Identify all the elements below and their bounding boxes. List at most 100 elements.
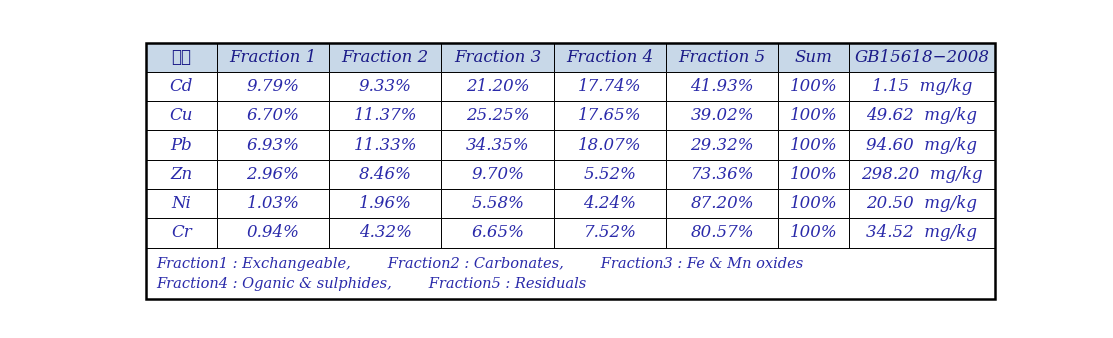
Bar (778, 160, 849, 189)
Text: 100%: 100% (790, 195, 838, 212)
Bar (329, 160, 442, 189)
Text: 11.37%: 11.37% (354, 107, 417, 124)
Bar (666, 130, 778, 160)
Bar (442, 72, 554, 101)
Bar (554, 43, 666, 72)
Text: Fraction1 : Exchangeable,        Fraction2 : Carbonates,        Fraction3 : Fe &: Fraction1 : Exchangeable, Fraction2 : Ca… (156, 257, 804, 271)
Text: 0.94%: 0.94% (246, 224, 299, 241)
Bar (554, 160, 666, 189)
Bar (849, 218, 995, 247)
Bar (849, 189, 995, 218)
Text: 17.74%: 17.74% (578, 78, 642, 95)
Bar (666, 189, 778, 218)
Bar (554, 101, 666, 130)
Bar (666, 218, 778, 247)
Text: Fraction 1: Fraction 1 (229, 49, 316, 66)
Text: Fraction4 : Oganic & sulphides,        Fraction5 : Residuals: Fraction4 : Oganic & sulphides, Fraction… (156, 277, 587, 291)
Bar (217, 189, 329, 218)
Bar (666, 101, 778, 130)
Text: 39.02%: 39.02% (690, 107, 754, 124)
Bar (442, 218, 554, 247)
Text: 17.65%: 17.65% (578, 107, 642, 124)
Text: 6.93%: 6.93% (246, 137, 299, 153)
Bar (778, 130, 849, 160)
Text: 1.15  mg/kg: 1.15 mg/kg (871, 78, 972, 95)
Bar (329, 189, 442, 218)
Bar (666, 72, 778, 101)
Bar (217, 101, 329, 130)
Text: 25.25%: 25.25% (466, 107, 530, 124)
Text: 5.52%: 5.52% (583, 166, 637, 183)
Text: Ni: Ni (171, 195, 191, 212)
Text: Fraction 4: Fraction 4 (567, 49, 653, 66)
Text: 100%: 100% (790, 78, 838, 95)
Bar (442, 189, 554, 218)
Bar (146, 218, 217, 247)
Text: 9.70%: 9.70% (471, 166, 524, 183)
Text: 41.93%: 41.93% (690, 78, 754, 95)
Bar (146, 130, 217, 160)
Text: Fraction 3: Fraction 3 (454, 49, 541, 66)
Bar (442, 130, 554, 160)
Text: GB15618−2008: GB15618−2008 (855, 49, 989, 66)
Bar (329, 43, 442, 72)
Bar (849, 43, 995, 72)
Text: 1.03%: 1.03% (246, 195, 299, 212)
Bar (778, 43, 849, 72)
Bar (849, 160, 995, 189)
Bar (329, 101, 442, 130)
Text: 9.33%: 9.33% (358, 78, 412, 95)
Bar (146, 43, 217, 72)
Text: 73.36%: 73.36% (690, 166, 754, 183)
Bar (329, 130, 442, 160)
Bar (217, 72, 329, 101)
Bar (849, 130, 995, 160)
Text: 9.79%: 9.79% (246, 78, 299, 95)
Bar (849, 72, 995, 101)
Text: 80.57%: 80.57% (690, 224, 754, 241)
Bar (217, 218, 329, 247)
Bar (146, 160, 217, 189)
Text: Cu: Cu (169, 107, 194, 124)
Text: 100%: 100% (790, 137, 838, 153)
Bar (554, 189, 666, 218)
Text: Fraction 5: Fraction 5 (679, 49, 766, 66)
Bar (849, 101, 995, 130)
Text: 87.20%: 87.20% (690, 195, 754, 212)
Text: Pb: Pb (170, 137, 193, 153)
Text: 18.07%: 18.07% (578, 137, 642, 153)
Text: 1.96%: 1.96% (358, 195, 412, 212)
Bar (778, 101, 849, 130)
Bar (666, 160, 778, 189)
Text: Cr: Cr (171, 224, 191, 241)
Bar (146, 72, 217, 101)
Bar (329, 72, 442, 101)
Text: 29.32%: 29.32% (690, 137, 754, 153)
Text: 94.60  mg/kg: 94.60 mg/kg (867, 137, 977, 153)
Text: 6.65%: 6.65% (471, 224, 524, 241)
Text: 6.70%: 6.70% (246, 107, 299, 124)
Text: 20.50  mg/kg: 20.50 mg/kg (867, 195, 977, 212)
Bar (146, 189, 217, 218)
Bar (442, 43, 554, 72)
Bar (217, 130, 329, 160)
Text: 21.20%: 21.20% (466, 78, 530, 95)
Text: 5.58%: 5.58% (471, 195, 524, 212)
Text: Sum: Sum (795, 49, 833, 66)
Bar (554, 72, 666, 101)
Text: 7.52%: 7.52% (583, 224, 637, 241)
Text: 구분: 구분 (171, 49, 191, 66)
Text: 34.35%: 34.35% (466, 137, 530, 153)
Text: 100%: 100% (790, 166, 838, 183)
Text: Cd: Cd (169, 78, 193, 95)
Bar (778, 72, 849, 101)
Bar (442, 101, 554, 130)
Text: Zn: Zn (170, 166, 193, 183)
Bar (146, 101, 217, 130)
Bar (442, 160, 554, 189)
Bar (217, 160, 329, 189)
Bar (778, 218, 849, 247)
Bar (217, 43, 329, 72)
Text: 100%: 100% (790, 107, 838, 124)
Text: 2.96%: 2.96% (246, 166, 299, 183)
